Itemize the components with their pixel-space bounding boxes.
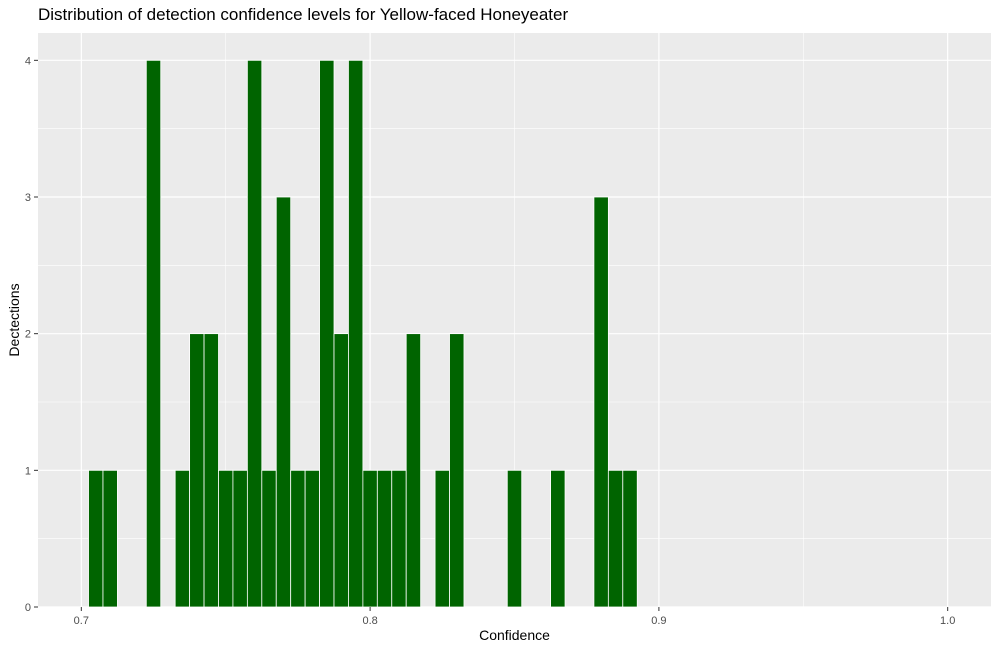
histogram-bar — [391, 469, 407, 608]
histogram-bar — [275, 196, 292, 608]
histogram-bar — [506, 469, 523, 608]
histogram-bar — [333, 333, 349, 608]
x-tick-label: 1.0 — [940, 615, 955, 627]
x-axis: 0.7 0.8 0.9 1.0 — [74, 607, 955, 627]
x-tick-label: 0.9 — [651, 615, 666, 627]
y-tick-label: 1 — [25, 465, 31, 477]
histogram-bar — [304, 469, 320, 608]
x-tick-label: 0.7 — [74, 615, 89, 627]
histogram-bar — [449, 333, 465, 608]
histogram-bar — [189, 333, 205, 608]
histogram-bar — [550, 469, 566, 608]
histogram-bar — [434, 469, 450, 608]
histogram-bar — [593, 196, 609, 608]
histogram-bar — [348, 59, 364, 608]
y-tick-label: 0 — [25, 602, 31, 614]
bars — [88, 59, 638, 608]
chart-title: Distribution of detection confidence lev… — [38, 5, 568, 24]
y-axis-title: Dectections — [6, 283, 22, 356]
y-tick-label: 2 — [25, 329, 31, 341]
histogram-bar — [290, 469, 306, 608]
histogram-bar — [174, 469, 191, 608]
histogram-bar — [246, 59, 263, 608]
histogram-bar — [145, 59, 162, 608]
histogram-bar — [376, 469, 393, 608]
histogram-bar — [232, 469, 248, 608]
y-tick-label: 3 — [25, 192, 31, 204]
histogram-bar — [203, 333, 219, 608]
histogram-bar — [261, 469, 277, 608]
histogram-bar — [319, 59, 335, 608]
histogram-bar — [218, 469, 234, 608]
grid-lines — [38, 33, 991, 608]
histogram-bar — [88, 469, 104, 608]
y-tick-label: 4 — [25, 55, 31, 67]
histogram-bar — [607, 469, 624, 608]
histogram-bar — [622, 469, 638, 608]
x-axis-title: Confidence — [479, 627, 550, 643]
y-axis: 0 1 2 3 4 — [25, 55, 38, 614]
histogram-bar — [405, 333, 422, 608]
histogram-bar — [102, 469, 118, 608]
histogram-bar — [362, 469, 378, 608]
x-tick-label: 0.8 — [362, 615, 377, 627]
